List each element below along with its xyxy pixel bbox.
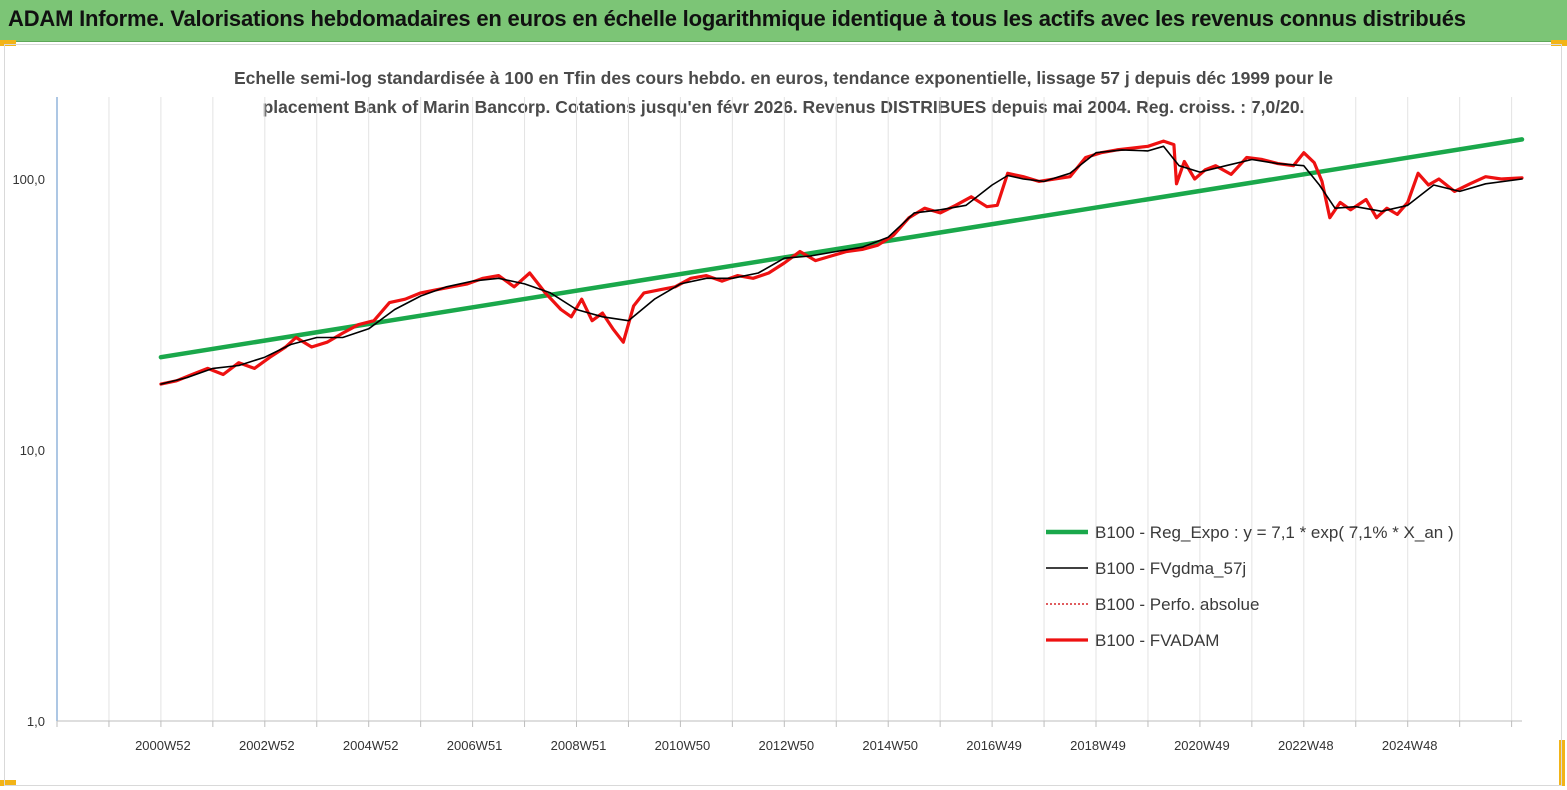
title-banner: ADAM Informe. Valorisations hebdomadaire… [0, 0, 1567, 42]
x-tick-label: 2018W49 [1070, 738, 1126, 753]
corner-marker [0, 40, 16, 46]
y-tick-label: 100,0 [12, 172, 45, 187]
chart-title-line-1: Echelle semi-log standardisée à 100 en T… [234, 68, 1333, 88]
legend-label: B100 - Perfo. absolue [1095, 595, 1259, 614]
x-tick-label: 2002W52 [239, 738, 295, 753]
x-tick-label: 2012W50 [758, 738, 814, 753]
corner-marker [1551, 40, 1567, 46]
page-title: ADAM Informe. Valorisations hebdomadaire… [8, 6, 1466, 31]
y-tick-label: 10,0 [20, 443, 45, 458]
x-tick-label: 2006W51 [447, 738, 503, 753]
x-tick-label: 2004W52 [343, 738, 399, 753]
legend-label: B100 - Reg_Expo : y = 7,1 * exp( 7,1% * … [1095, 523, 1454, 542]
series-line [160, 145, 1523, 385]
x-tick-label: 2016W49 [966, 738, 1022, 753]
corner-marker [1559, 740, 1565, 786]
x-tick-label: 2010W50 [655, 738, 711, 753]
x-tick-label: 2000W52 [135, 738, 191, 753]
chart-frame [4, 44, 1562, 786]
x-tick-label: 2022W48 [1278, 738, 1334, 753]
corner-marker [0, 780, 16, 786]
y-tick-label: 1,0 [27, 714, 45, 729]
x-tick-label: 2024W48 [1382, 738, 1438, 753]
series-line [159, 139, 1524, 386]
x-tick-label: 2014W50 [862, 738, 918, 753]
x-tick-label: 2020W49 [1174, 738, 1230, 753]
legend-label: B100 - FVgdma_57j [1095, 559, 1246, 578]
series-line [158, 137, 1525, 360]
legend-label: B100 - FVADAM [1095, 631, 1219, 650]
x-tick-label: 2008W51 [551, 738, 607, 753]
